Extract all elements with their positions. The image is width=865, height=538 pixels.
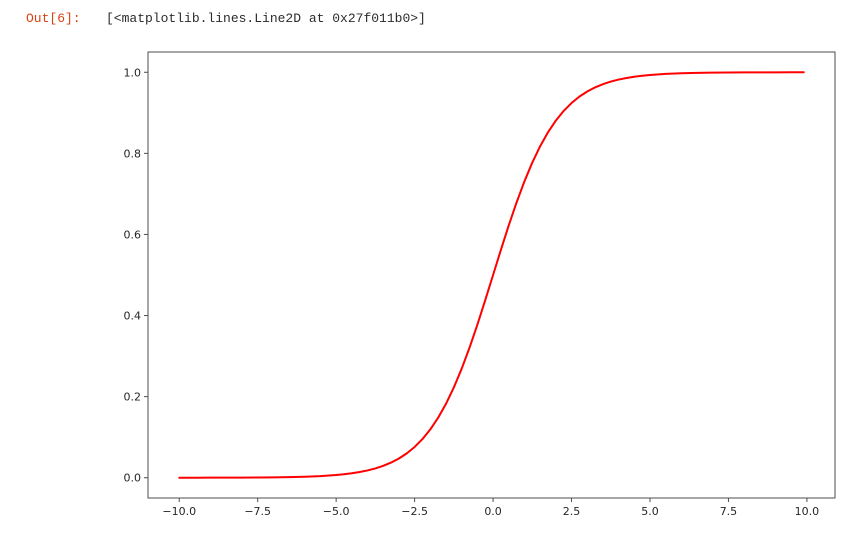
y-tick-label: 0.4 (124, 310, 142, 323)
y-tick-label: 0.8 (124, 147, 142, 160)
y-tick-label: 0.0 (124, 472, 142, 485)
x-tick-label: 10.0 (795, 505, 820, 518)
output-prompt: Out[6]: (26, 11, 81, 26)
output-repr-text: [<matplotlib.lines.Line2D at 0x27f011b0>… (106, 11, 426, 26)
axes-spines (147, 51, 836, 499)
y-tick-label: 1.0 (124, 66, 142, 79)
output-row: Out[6]: [<matplotlib.lines.Line2D at 0x2… (0, 9, 865, 29)
x-tick-label: −5.0 (323, 505, 350, 518)
sigmoid-curve (178, 71, 805, 479)
y-tick-label: 0.6 (124, 228, 142, 241)
x-tick-label: −2.5 (401, 505, 428, 518)
x-tick-label: 5.0 (641, 505, 659, 518)
x-tick-label: 7.5 (720, 505, 738, 518)
y-tick-label: 0.2 (124, 391, 142, 404)
x-tick-label: −10.0 (162, 505, 196, 518)
x-tick-label: −7.5 (244, 505, 271, 518)
x-tick-label: 2.5 (563, 505, 581, 518)
x-tick-label: 0.0 (484, 505, 502, 518)
